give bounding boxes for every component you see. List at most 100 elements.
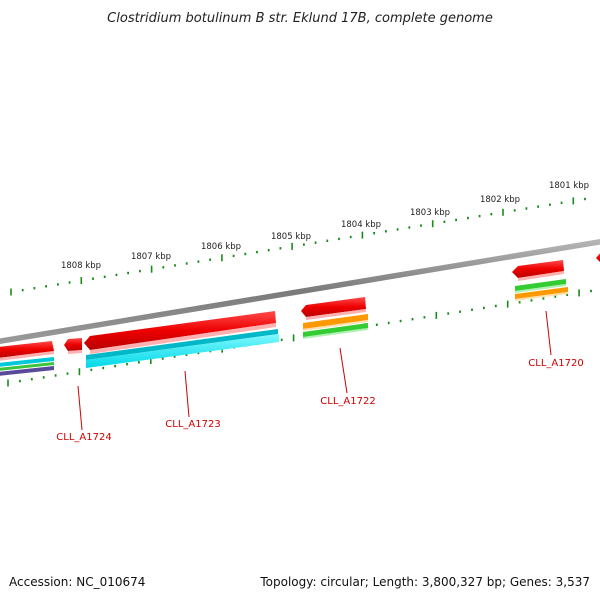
outer-ruler-minor-tick — [326, 239, 329, 242]
inner-ruler-minor-tick — [42, 376, 45, 379]
inner-ruler-minor-tick — [90, 368, 93, 372]
ruler-label-1805: 1805 kbp — [271, 232, 311, 242]
inner-ruler-minor-tick — [185, 353, 188, 356]
ruler-label-1802: 1802 kbp — [480, 195, 520, 205]
outer-ruler-minor-tick — [267, 249, 270, 252]
genome-summary-text: Topology: circular; Length: 3,800,327 bp… — [259, 575, 590, 589]
ruler-label-1807: 1807 kbp — [131, 252, 171, 262]
inner-ruler-minor-tick — [483, 306, 485, 310]
gene-feature-right-edge[interactable] — [596, 252, 600, 263]
inner-ruler-minor-tick — [494, 304, 497, 308]
accession-text: Accession: NC_010674 — [9, 575, 145, 589]
outer-ruler-minor-tick — [420, 224, 422, 227]
outer-ruler-minor-tick — [185, 262, 188, 265]
inner-ruler-minor-tick — [102, 366, 105, 370]
inner-ruler-minor-tick — [30, 378, 33, 381]
outer-ruler-minor-tick — [478, 214, 481, 218]
gene-label-cll-a1720[interactable]: CLL_A1720 — [528, 358, 583, 369]
outer-ruler-minor-tick — [68, 281, 71, 284]
gene-feature-cll-a1720[interactable] — [512, 260, 568, 301]
outer-ruler-minor-tick — [303, 243, 305, 246]
ruler-label-1804: 1804 kbp — [341, 220, 381, 230]
inner-ruler-minor-tick — [387, 321, 390, 325]
outer-ruler-minor-tick — [162, 266, 165, 269]
inner-ruler-minor-tick — [66, 372, 69, 375]
inner-ruler-minor-tick — [114, 364, 116, 368]
inner-ruler-minor-tick — [19, 379, 21, 383]
ruler-label-1801: 1801 kbp — [549, 181, 589, 191]
inner-ruler-minor-tick — [375, 323, 378, 326]
outer-ruler-minor-tick — [174, 264, 176, 267]
outer-ruler-minor-tick — [338, 237, 340, 241]
outer-ruler-minor-tick — [443, 220, 446, 223]
inner-ruler-minor-tick — [197, 351, 200, 355]
inner-ruler-minor-tick — [161, 357, 164, 360]
outer-ruler-minor-tick — [455, 218, 457, 222]
outer-ruler-minor-tick — [385, 230, 387, 233]
genome-backbone — [0, 239, 600, 344]
ruler-label-1806: 1806 kbp — [201, 242, 241, 252]
outer-ruler-minor-tick — [584, 197, 586, 201]
inner-ruler-minor-tick — [459, 310, 461, 313]
outer-ruler-minor-tick — [232, 254, 235, 258]
leader-cll-a1722 — [339, 347, 348, 394]
outer-ruler-minor-tick — [314, 241, 317, 244]
outer-ruler-minor-tick — [57, 283, 59, 286]
outer-ruler-minor-tick — [467, 216, 469, 220]
leader-cll-a1720 — [545, 310, 552, 356]
outer-ruler-minor-tick — [256, 250, 258, 254]
feature-track — [0, 252, 600, 376]
leader-cll-a1724 — [77, 385, 83, 431]
gene-label-cll-a1723[interactable]: CLL_A1723 — [165, 419, 220, 430]
outer-ruler-minor-tick — [139, 269, 141, 273]
outer-ruler-minor-tick — [279, 247, 282, 250]
inner-ruler-minor-tick — [554, 295, 557, 298]
outer-ruler-minor-tick — [408, 226, 411, 229]
outer-ruler-minor-tick — [513, 209, 516, 212]
inner-ruler-minor-tick — [530, 299, 533, 302]
gene-feature-cll-a1722[interactable] — [301, 297, 368, 339]
gene-feature-cll-a1724[interactable] — [64, 338, 82, 354]
outer-ruler-minor-tick — [396, 228, 399, 231]
outer-ruler-labels: 1808 kbp 1807 kbp 1806 kbp 1805 kbp 1804… — [61, 181, 589, 271]
ruler-label-1803: 1803 kbp — [410, 208, 450, 218]
outer-ruler-minor-tick — [33, 287, 36, 290]
outer-ruler-minor-tick — [549, 203, 551, 206]
inner-ruler-minor-tick — [566, 293, 569, 296]
outer-ruler-minor-tick — [244, 252, 247, 256]
outer-ruler-minor-tick — [349, 235, 352, 239]
inner-ruler-minor-tick — [542, 297, 545, 300]
outer-ruler-minor-tick — [197, 260, 200, 263]
outer-ruler-minor-tick — [21, 288, 24, 292]
outer-ruler-minor-tick — [127, 271, 129, 275]
leader-cll-a1723 — [184, 370, 190, 418]
gene-leaders — [77, 310, 552, 431]
outer-ruler-minor-tick — [525, 207, 528, 210]
inner-ruler-minor-tick — [138, 361, 140, 364]
gene-feature-left-edge[interactable] — [0, 341, 54, 376]
outer-ruler-minor-tick — [560, 201, 563, 204]
gene-feature-cll-a1723[interactable] — [84, 311, 279, 368]
outer-ruler-minor-tick — [103, 275, 106, 278]
inner-ruler-minor-tick — [399, 319, 402, 323]
inner-ruler-minor-tick — [471, 308, 473, 311]
inner-ruler-minor-tick — [447, 312, 450, 315]
outer-ruler-minor-tick — [490, 213, 493, 216]
inner-ruler-minor-tick — [173, 355, 176, 358]
gene-label-cll-a1722[interactable]: CLL_A1722 — [320, 396, 375, 407]
inner-ruler-minor-tick — [590, 289, 592, 293]
inner-ruler-minor-tick — [54, 374, 57, 377]
inner-ruler-minor-tick — [518, 301, 521, 304]
gene-label-cll-a1724[interactable]: CLL_A1724 — [56, 432, 111, 443]
outer-ruler-minor-tick — [373, 232, 375, 235]
outer-ruler-minor-tick — [209, 258, 211, 261]
inner-ruler-minor-tick — [423, 316, 426, 319]
gene-labels: CLL_A1724 CLL_A1723 CLL_A1722 CLL_A1720 — [56, 358, 583, 443]
outer-ruler-minor-tick — [115, 273, 118, 277]
inner-ruler-minor-tick — [411, 318, 414, 321]
outer-ruler — [10, 197, 586, 296]
inner-ruler-minor-tick — [280, 338, 283, 341]
ruler-label-1808: 1808 kbp — [61, 261, 101, 271]
inner-ruler-minor-tick — [126, 363, 128, 366]
